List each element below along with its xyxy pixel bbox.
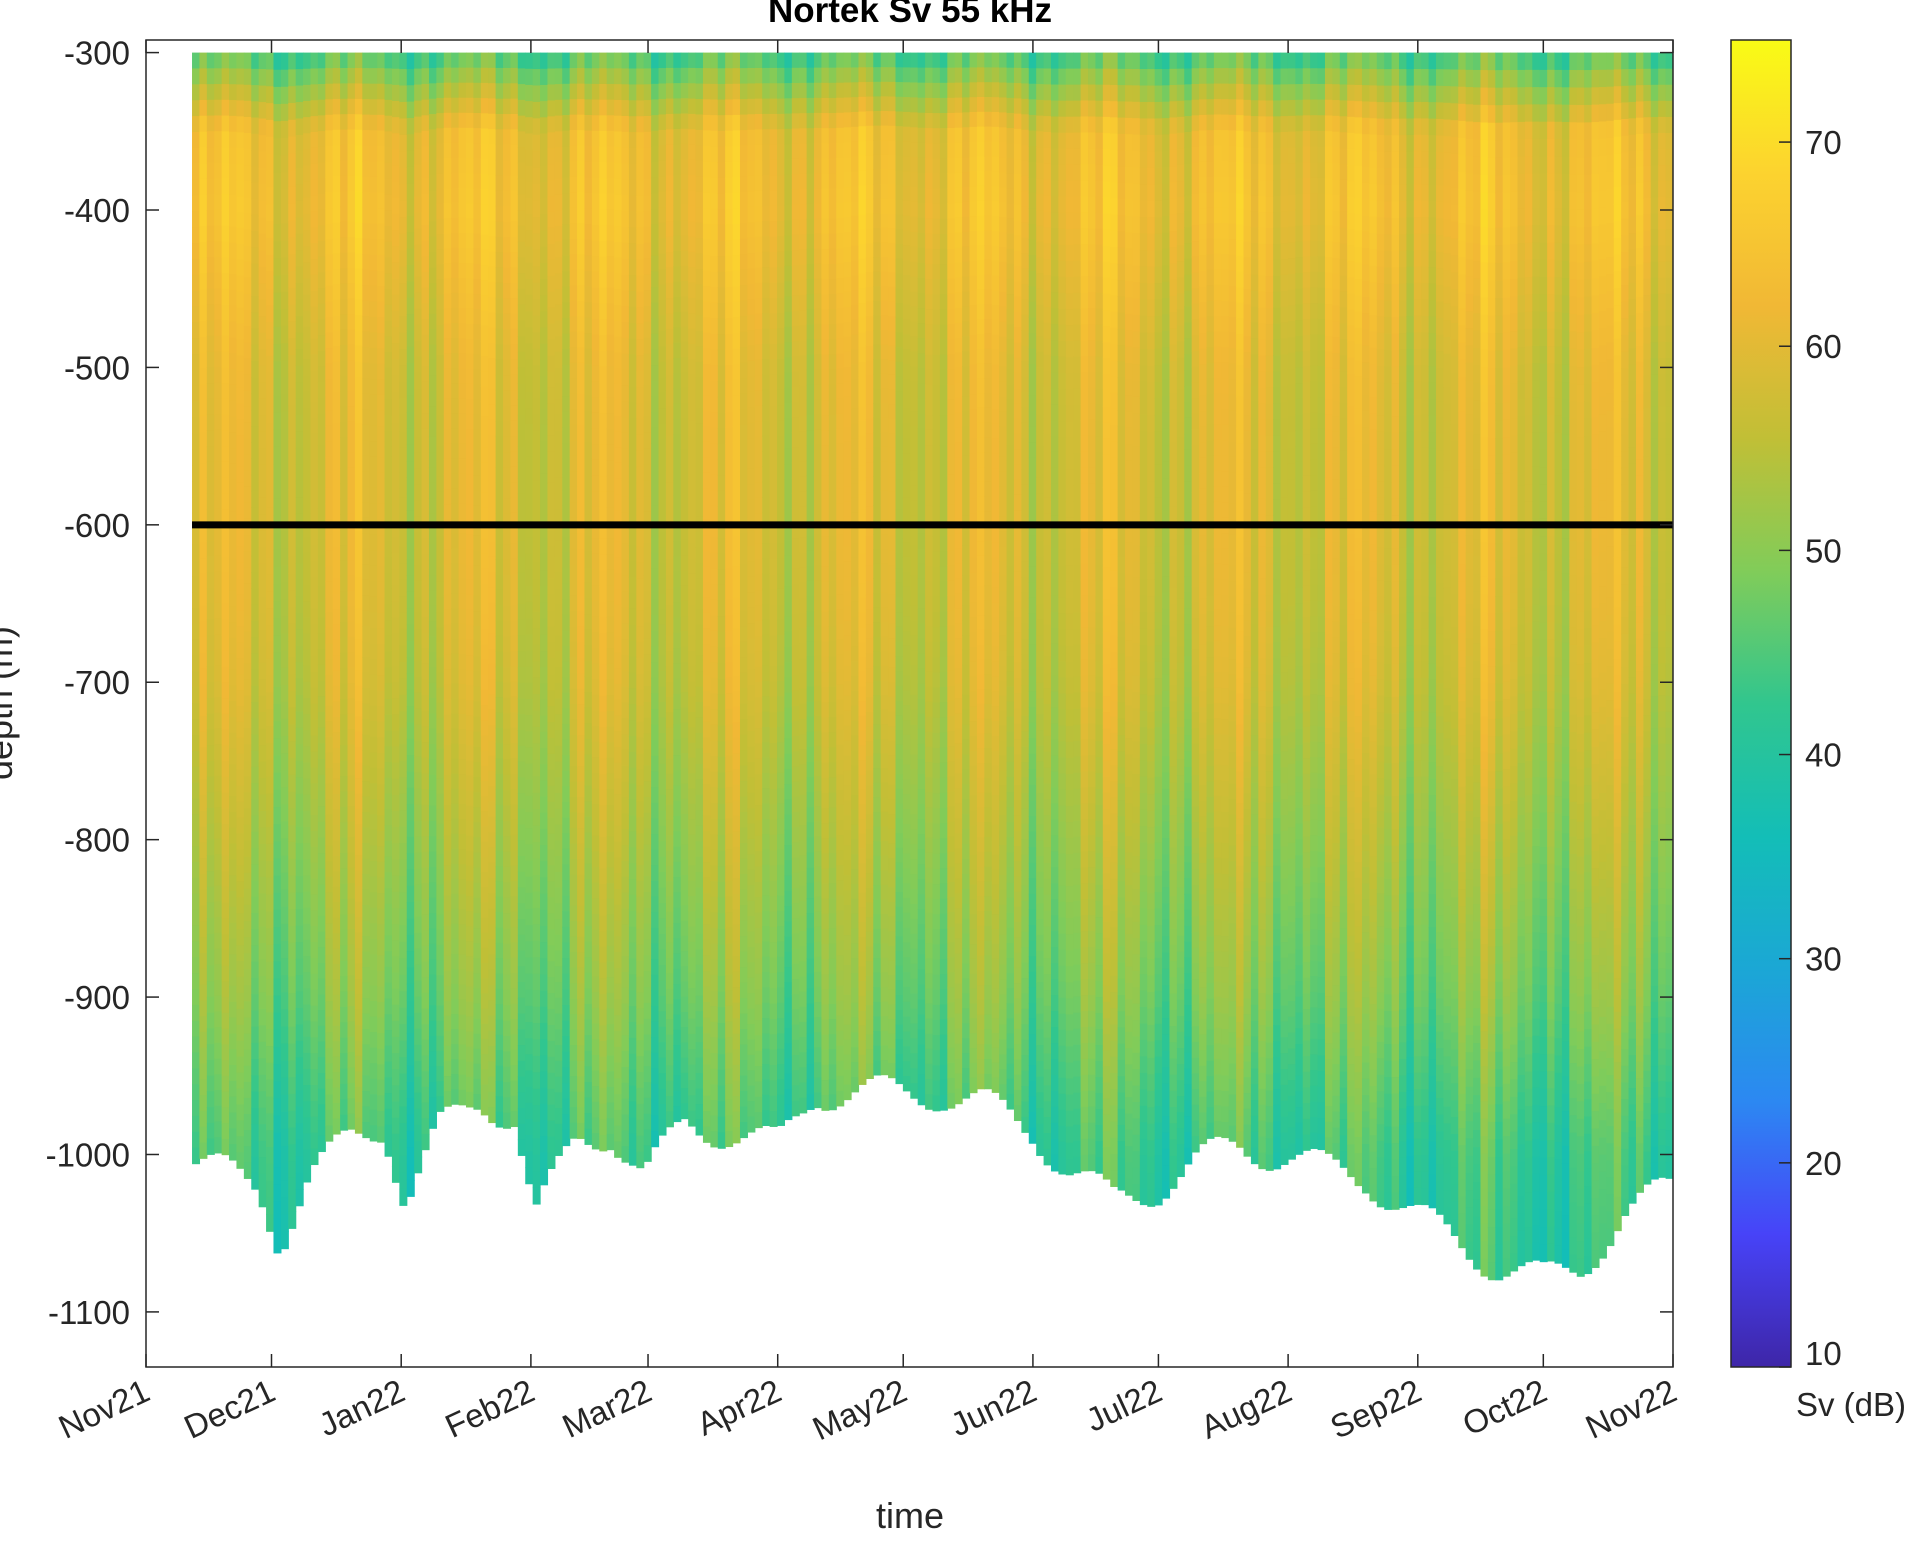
colorbar-tick-label: 10 — [1805, 1335, 1842, 1372]
x-axis-label: time — [876, 1495, 944, 1536]
colorbar-tick-label: 60 — [1805, 328, 1842, 365]
colorbar-bar — [1730, 39, 1792, 1368]
chart-title: Nortek Sv 55 kHz — [768, 0, 1052, 30]
plot-area — [192, 52, 1673, 1281]
colorbar-tick-label: 40 — [1805, 737, 1842, 774]
y-tick-label: -400 — [64, 192, 130, 229]
colorbar-tick-label: 30 — [1805, 941, 1842, 978]
y-axis-label: depth (m) — [0, 626, 20, 780]
y-tick-label: -600 — [64, 507, 130, 544]
y-tick-label: -500 — [64, 349, 130, 386]
y-tick-label: -700 — [64, 664, 130, 701]
axes-frame — [145, 39, 1674, 1368]
axes-box — [145, 39, 1674, 1368]
y-tick-label: -1000 — [46, 1136, 130, 1173]
colorbar-tick-label: 50 — [1805, 532, 1842, 569]
sv-heatmap — [192, 52, 1673, 1281]
colorbar-tick-label: 70 — [1805, 124, 1842, 161]
y-tick-label: -900 — [64, 979, 130, 1016]
colorbar-tick-label: 20 — [1805, 1145, 1842, 1182]
y-tick-label: -800 — [64, 822, 130, 859]
colorbar-label: Sv (dB) — [1796, 1386, 1906, 1423]
y-axis-ticks: -300 -400 -500 -600 -700 -800 -900 -1000 -1100 — [46, 35, 1673, 1331]
y-tick-label: -300 — [64, 35, 130, 72]
colorbar: 10 20 30 40 50 60 70 — [1730, 39, 1842, 1372]
y-tick-label: -1100 — [48, 1294, 130, 1331]
